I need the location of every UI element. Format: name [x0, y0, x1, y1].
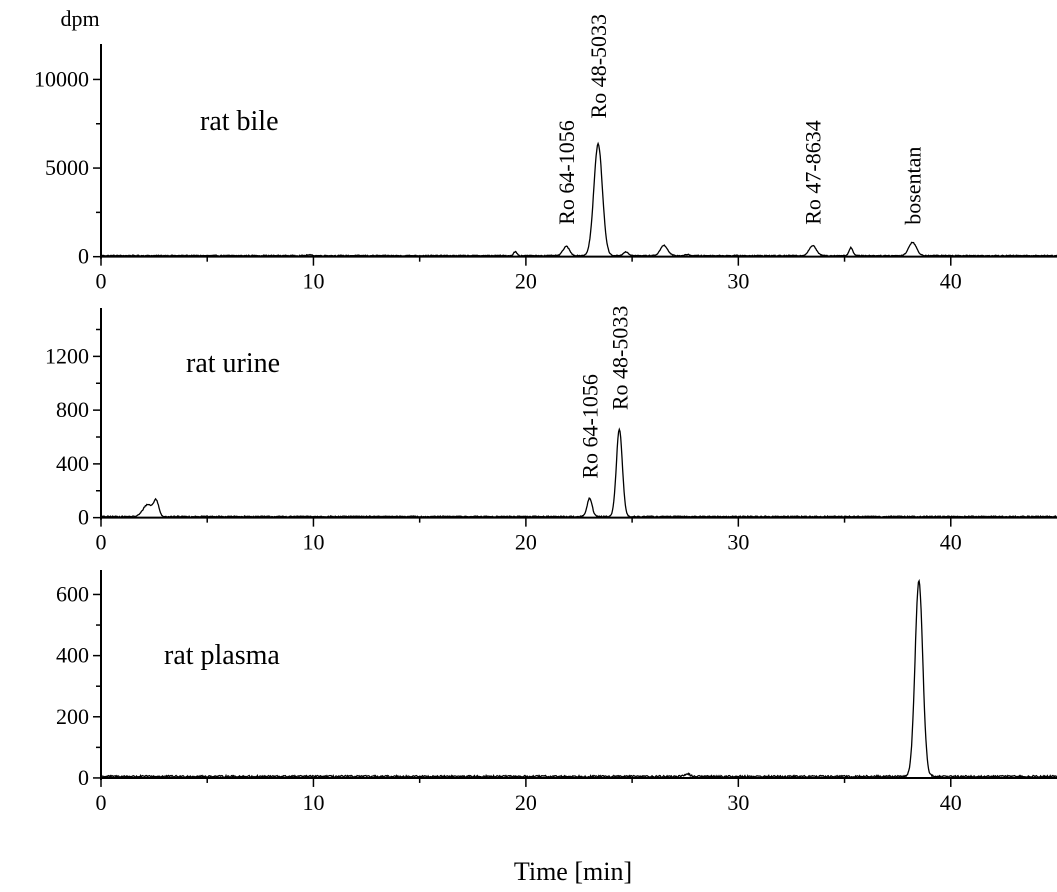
- x-tick-label: 0: [96, 269, 107, 294]
- y-tick-label: 0: [78, 505, 89, 530]
- y-tick-label: 600: [56, 581, 89, 606]
- panel-label-rat-bile: rat bile: [200, 106, 279, 137]
- peak-label: Ro 64-1056: [578, 374, 603, 479]
- peak-label: bosentan: [901, 147, 926, 225]
- peak-label: Ro 48-5033: [607, 306, 632, 411]
- y-unit-label: dpm: [60, 6, 99, 31]
- peak-label: Ro 48-5033: [586, 14, 611, 119]
- x-tick-label: 30: [727, 530, 749, 555]
- peak-label: Ro 64-1056: [554, 120, 579, 225]
- x-tick-label: 10: [302, 530, 324, 555]
- panel-label-rat-urine: rat urine: [186, 348, 280, 379]
- chromatogram-trace: [100, 141, 1057, 258]
- x-tick-label: 0: [96, 790, 107, 815]
- y-tick-label: 400: [56, 643, 89, 668]
- x-axis-title: Time [min]: [514, 857, 632, 886]
- y-tick-label: 400: [56, 451, 89, 476]
- y-tick-label: 10000: [34, 66, 89, 91]
- x-tick-label: 40: [940, 530, 962, 555]
- panel-label-rat-plasma: rat plasma: [164, 640, 280, 671]
- x-tick-label: 40: [940, 269, 962, 294]
- y-tick-label: 1200: [45, 343, 89, 368]
- x-tick-label: 0: [96, 530, 107, 555]
- chart-panel-rat-bile: rat bile 0 5000 10000 0 10 20 30 40 Ro 64-1056 Ro…: [34, 14, 1057, 294]
- x-tick-label: 10: [302, 269, 324, 294]
- y-tick-label: 0: [78, 765, 89, 790]
- x-tick-label: 30: [727, 269, 749, 294]
- y-tick-label: 800: [56, 397, 89, 422]
- x-tick-label: 20: [515, 790, 537, 815]
- x-tick-label: 10: [302, 790, 324, 815]
- x-tick-label: 30: [727, 790, 749, 815]
- y-tick-label: 5000: [45, 155, 89, 180]
- y-tick-label: 0: [78, 244, 89, 269]
- chart-panel-rat-plasma: rat plasma 0 200 400 600 0 10 20 30 40: [56, 570, 1057, 815]
- x-tick-label: 20: [515, 530, 537, 555]
- x-tick-label: 40: [940, 790, 962, 815]
- chromatogram-trace: [101, 578, 1057, 780]
- peak-label: Ro 47-8634: [801, 120, 826, 225]
- y-tick-label: 200: [56, 704, 89, 729]
- chart-panel-rat-urine: rat urine 0 400 800 1200 0 10 20 30 40 Ro 64-1056…: [45, 306, 1057, 555]
- chromatogram-trace: [100, 427, 1057, 519]
- x-tick-label: 20: [515, 269, 537, 294]
